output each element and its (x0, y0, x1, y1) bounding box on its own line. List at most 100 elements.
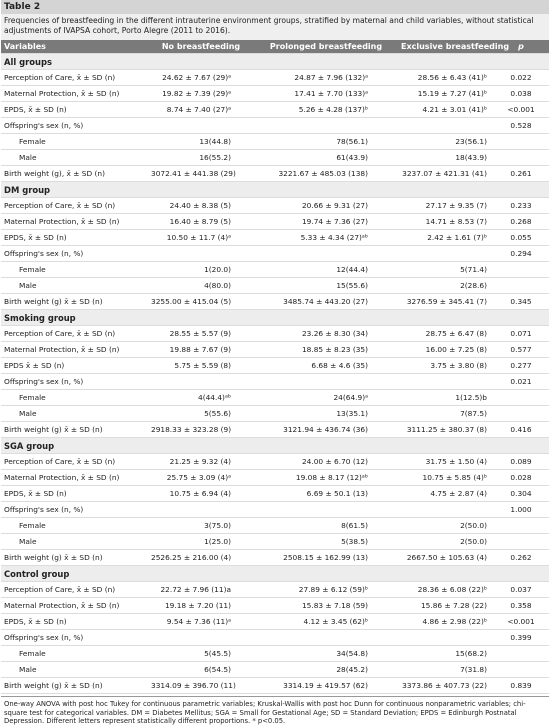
data-row: Male 16(55.2) 61(43.9) 18(43.9) (1, 149, 549, 166)
cell-value: 5.33 ± 4.34 (27)ᵃᵇ (251, 229, 401, 246)
data-row: Maternal Protection, x̄ ± SD (n) 19.18 ± … (1, 597, 549, 614)
cell-value: 4(44.4)ᵃᵇ (151, 389, 251, 406)
cell-value: 28.56 ± 6.43 (41)ᵇ (401, 69, 493, 86)
p-value: 0.839 (493, 677, 549, 694)
row-label: Female (1, 133, 151, 150)
cell-value: 2.42 ± 1.61 (7)ᵇ (401, 229, 493, 246)
cell-value: 5(38.5) (251, 533, 401, 550)
data-row: Perception of Care, x̄ ± SD (n) 22.72 ± 7… (1, 581, 549, 598)
empty-cell (151, 117, 251, 134)
p-value: 1.000 (493, 501, 549, 518)
p-value: 0.233 (493, 197, 549, 214)
cell-value: 2(50.0) (401, 517, 493, 534)
cell-value: 5.26 ± 4.28 (137)ᵇ (251, 101, 401, 118)
section-row: All groups (1, 53, 549, 70)
empty-cell (493, 277, 549, 294)
data-row: Offspring's sex (n, %) 0.399 (1, 629, 549, 646)
row-label: Birth weight (g) x̄ ± SD (n) (1, 549, 151, 566)
data-table: Variables No breastfeeding Prolonged breas… (1, 40, 549, 694)
cell-value: 2918.33 ± 323.28 (9) (151, 421, 251, 438)
data-row: Perception of Care, x̄ ± SD (n) 28.55 ± 5… (1, 325, 549, 342)
data-row: EPDS, x̄ ± SD (n) 9.54 ± 7.36 (11)ᵃ 4.12 ±… (1, 613, 549, 630)
p-value: <0.001 (493, 101, 549, 118)
empty-cell (251, 501, 401, 518)
cell-value: 22.72 ± 7.96 (11)a (151, 581, 251, 598)
p-value: 0.416 (493, 421, 549, 438)
cell-value: 3276.59 ± 345.41 (7) (401, 293, 493, 310)
empty-cell (493, 389, 549, 406)
cell-value: 19.74 ± 7.36 (27) (251, 213, 401, 230)
p-value: 0.038 (493, 85, 549, 102)
cell-value: 15.86 ± 7.28 (22) (401, 597, 493, 614)
cell-value: 19.18 ± 7.20 (11) (151, 597, 251, 614)
empty-cell (151, 629, 251, 646)
p-value: 0.304 (493, 485, 549, 502)
cell-value: 24.40 ± 8.38 (5) (151, 197, 251, 214)
p-value: 0.399 (493, 629, 549, 646)
cell-value: 25.75 ± 3.09 (4)ᵃ (151, 469, 251, 486)
data-row: Offspring's sex (n, %) 0.294 (1, 245, 549, 262)
cell-value: 16(55.2) (151, 149, 251, 166)
section-row: DM group (1, 181, 549, 198)
cell-value: 3237.07 ± 421.31 (41) (401, 165, 493, 182)
cell-value: 15.19 ± 7.27 (41)ᵇ (401, 85, 493, 102)
p-value: 0.071 (493, 325, 549, 342)
empty-cell (151, 501, 251, 518)
data-row: Birth weight (g) x̄ ± SD (n) 2526.25 ± 21… (1, 549, 549, 566)
row-label: Maternal Protection, x̄ ± SD (n) (1, 213, 151, 230)
cell-value: 1(20.0) (151, 261, 251, 278)
p-value: 0.037 (493, 581, 549, 598)
cell-value: 5.75 ± 5.59 (8) (151, 357, 251, 374)
empty-cell (493, 533, 549, 550)
cell-value: 18(43.9) (401, 149, 493, 166)
cell-value: 24.87 ± 7.96 (132)ᵃ (251, 69, 401, 86)
cell-value: 27.17 ± 9.35 (7) (401, 197, 493, 214)
empty-cell (493, 149, 549, 166)
footnote: One-way ANOVA with post hoc Tukey for co… (1, 696, 549, 726)
section-name: All groups (1, 53, 549, 70)
empty-cell (251, 629, 401, 646)
cell-value: 12(44.4) (251, 261, 401, 278)
empty-cell (493, 517, 549, 534)
row-label: Perception of Care, x̄ ± SD (n) (1, 69, 151, 86)
cell-value: 24(64.9)ᵃ (251, 389, 401, 406)
cell-value: 15(68.2) (401, 645, 493, 662)
cell-value: 4.12 ± 3.45 (62)ᵇ (251, 613, 401, 630)
data-row: Maternal Protection, x̄ ± SD (n) 25.75 ± … (1, 469, 549, 486)
data-row: Offspring's sex (n, %) 0.021 (1, 373, 549, 390)
row-label: Perception of Care, x̄ ± SD (n) (1, 197, 151, 214)
column-header: No breastfeeding (151, 40, 251, 54)
row-label: Offspring's sex (n, %) (1, 373, 151, 390)
row-label: EPDS, x̄ ± SD (n) (1, 613, 151, 630)
cell-value: 7(31.8) (401, 661, 493, 678)
cell-value: 3072.41 ± 441.38 (29) (151, 165, 251, 182)
cell-value: 2526.25 ± 216.00 (4) (151, 549, 251, 566)
cell-value: 78(56.1) (251, 133, 401, 150)
p-value: 0.345 (493, 293, 549, 310)
p-value: 0.268 (493, 213, 549, 230)
cell-value: 3485.74 ± 443.20 (27) (251, 293, 401, 310)
data-row: EPDS, x̄ ± SD (n) 10.50 ± 11.7 (4)ᵃ 5.33 ±… (1, 229, 549, 246)
row-label: Birth weight (g) x̄ ± SD (n) (1, 293, 151, 310)
cell-value: 18.85 ± 8.23 (35) (251, 341, 401, 358)
p-value: 0.021 (493, 373, 549, 390)
data-row: Birth weight (g) x̄ ± SD (n) 3314.09 ± 39… (1, 677, 549, 694)
section-row: Smoking group (1, 309, 549, 326)
empty-cell (251, 245, 401, 262)
cell-value: 19.88 ± 7.67 (9) (151, 341, 251, 358)
section-row: Control group (1, 565, 549, 582)
cell-value: 9.54 ± 7.36 (11)ᵃ (151, 613, 251, 630)
empty-cell (251, 117, 401, 134)
cell-value: 21.25 ± 9.32 (4) (151, 453, 251, 470)
cell-value: 28.75 ± 6.47 (8) (401, 325, 493, 342)
empty-cell (493, 405, 549, 422)
cell-value: 2(50.0) (401, 533, 493, 550)
cell-value: 6.68 ± 4.6 (35) (251, 357, 401, 374)
section-name: SGA group (1, 437, 549, 454)
cell-value: 2667.50 ± 105.63 (4) (401, 549, 493, 566)
p-value: 0.294 (493, 245, 549, 262)
row-label: Male (1, 533, 151, 550)
empty-cell (493, 133, 549, 150)
cell-value: 27.89 ± 6.12 (59)ᵇ (251, 581, 401, 598)
